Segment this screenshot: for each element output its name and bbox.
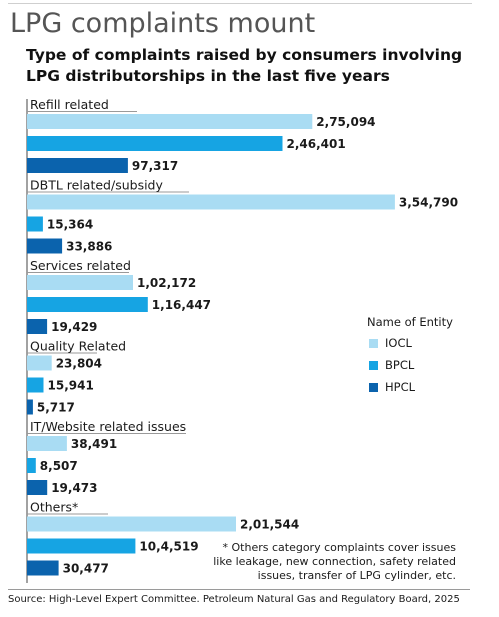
category-label-dbtl-related-subsidy: DBTL related/subsidy [30, 178, 163, 193]
category-label-it-website-related-issues: IT/Website related issues [30, 419, 186, 434]
source-rule [8, 589, 470, 590]
value-label-dbtl-related-subsidy-hpcl: 33,886 [66, 240, 112, 254]
bar-it-website-related-issues-bpcl [27, 458, 36, 473]
value-label-dbtl-related-subsidy-bpcl: 15,364 [47, 218, 93, 232]
bar-others-bpcl [27, 538, 136, 554]
bar-refill-related-hpcl [27, 158, 128, 173]
value-label-services-related-hpcl: 19,429 [51, 320, 97, 334]
value-label-others-bpcl: 10,4,519 [139, 540, 198, 554]
source-note: Source: High-Level Expert Committee. Pet… [8, 594, 460, 605]
bar-quality-related-bpcl [27, 377, 44, 393]
value-label-refill-related-iocl: 2,75,094 [316, 115, 375, 129]
value-label-quality-related-hpcl: 5,717 [37, 401, 75, 415]
legend-swatch-iocl [369, 338, 378, 348]
value-label-services-related-iocl: 1,02,172 [137, 276, 196, 290]
bar-it-website-related-issues-hpcl [27, 480, 48, 495]
legend: Name of Entity IOCL BPCL HPCL [367, 315, 453, 401]
value-label-dbtl-related-subsidy-iocl: 3,54,790 [399, 196, 458, 210]
legend-swatch-hpcl [369, 382, 378, 392]
category-label-refill-related: Refill related [30, 97, 109, 112]
chart-title: LPG complaints mount [10, 8, 316, 39]
value-label-refill-related-hpcl: 97,317 [132, 159, 178, 173]
legend-item-hpcl: HPCL [369, 379, 453, 395]
legend-item-iocl: IOCL [369, 335, 453, 351]
value-label-it-website-related-issues-hpcl: 19,473 [51, 481, 97, 495]
legend-label-hpcl: HPCL [385, 380, 416, 394]
value-label-it-website-related-issues-iocl: 38,491 [71, 437, 117, 451]
bar-quality-related-hpcl [27, 399, 33, 415]
bar-quality-related-iocl [27, 355, 52, 371]
bar-dbtl-related-subsidy-iocl [27, 194, 395, 210]
value-label-others-iocl: 2,01,544 [240, 518, 299, 532]
legend-label-iocl: IOCL [385, 336, 412, 350]
bar-refill-related-bpcl [27, 136, 283, 151]
bar-dbtl-related-subsidy-hpcl [27, 238, 63, 254]
bar-others-hpcl [27, 560, 59, 576]
legend-label-bpcl: BPCL [385, 358, 415, 372]
value-label-services-related-bpcl: 1,16,447 [152, 298, 211, 312]
bar-services-related-hpcl [27, 319, 48, 334]
legend-title: Name of Entity [367, 315, 453, 329]
category-label-others: Others* [30, 500, 78, 515]
bar-dbtl-related-subsidy-bpcl [27, 216, 43, 232]
value-label-it-website-related-issues-bpcl: 8,507 [40, 459, 78, 473]
category-label-quality-related: Quality Related [30, 339, 126, 354]
legend-swatch-bpcl [369, 360, 378, 370]
bar-others-iocl [27, 516, 236, 532]
footnote: * Others category complaints cover issue… [213, 541, 456, 582]
bar-it-website-related-issues-iocl [27, 436, 67, 451]
value-label-quality-related-bpcl: 15,941 [48, 379, 94, 393]
legend-item-bpcl: BPCL [369, 357, 453, 373]
value-label-quality-related-iocl: 23,804 [56, 357, 102, 371]
top-rule [8, 3, 472, 4]
category-label-services-related: Services related [30, 258, 131, 273]
value-label-refill-related-bpcl: 2,46,401 [287, 137, 346, 151]
chart-subtitle: Type of complaints raised by consumers i… [26, 46, 463, 85]
bar-services-related-iocl [27, 275, 133, 290]
bar-services-related-bpcl [27, 297, 148, 312]
value-label-others-hpcl: 30,477 [63, 562, 109, 576]
bar-refill-related-iocl [27, 114, 313, 129]
